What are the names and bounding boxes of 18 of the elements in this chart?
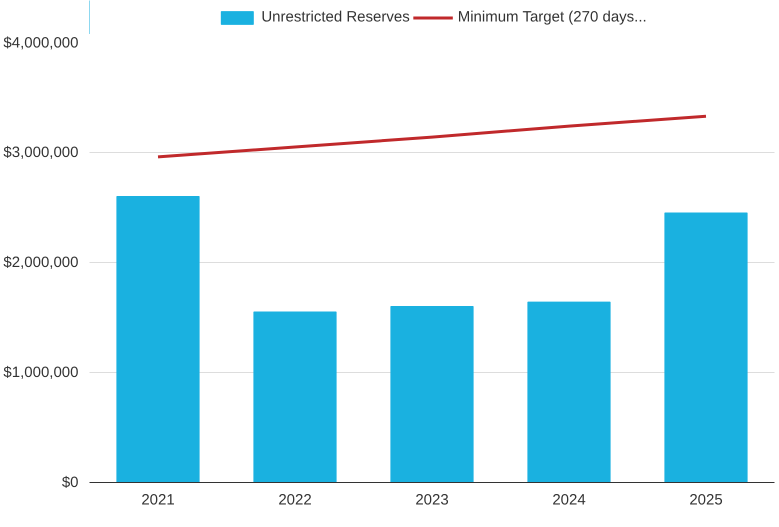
y-tick-label: $1,000,000 [3, 364, 79, 381]
legend-label: Minimum Target (270 days... [458, 8, 647, 26]
x-tick-label: 2023 [415, 492, 449, 508]
bar [390, 306, 474, 482]
y-tick-label: $2,000,000 [3, 254, 79, 271]
x-tick-label: 2025 [689, 492, 723, 508]
legend-label: Unrestricted Reserves [261, 8, 410, 26]
y-tick-label: $3,000,000 [3, 144, 79, 161]
bar [116, 196, 200, 482]
y-tick-label: $0 [62, 474, 79, 491]
x-tick-label: 2024 [552, 492, 586, 508]
bar [527, 302, 611, 482]
line-series [156, 114, 708, 158]
bar [664, 212, 748, 482]
x-tick-label: 2021 [141, 492, 175, 508]
y-tick-label: $4,000,000 [3, 34, 79, 52]
bar [253, 312, 337, 482]
x-tick-label: 2022 [278, 492, 312, 508]
